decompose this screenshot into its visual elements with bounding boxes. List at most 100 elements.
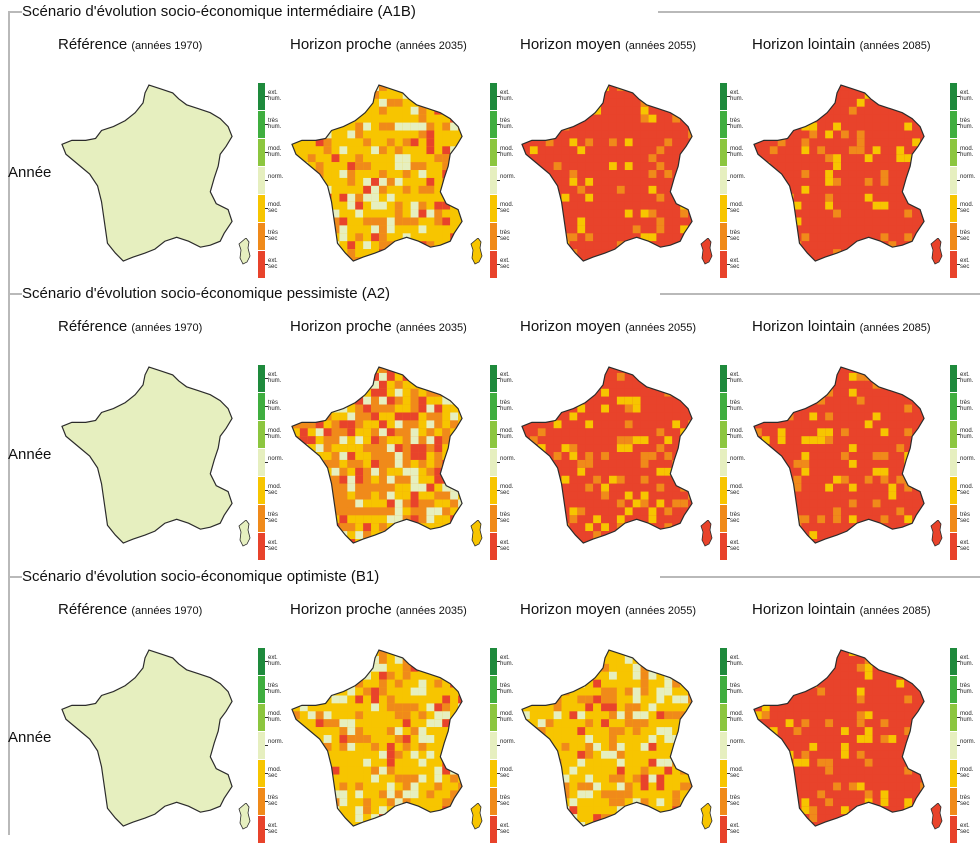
- map-cell: [840, 750, 849, 759]
- map-cell: [856, 436, 865, 445]
- france-outline: [753, 366, 925, 544]
- map-cell: [593, 523, 602, 532]
- map-cell: [825, 459, 834, 468]
- map-cell: [801, 790, 810, 799]
- map-cell: [410, 106, 419, 115]
- map-cell: [331, 774, 340, 783]
- map-cell: [323, 650, 332, 656]
- map-cell: [664, 162, 673, 171]
- legend-cell-6: [490, 815, 497, 843]
- legend-tick: [957, 773, 960, 774]
- legend-label: ext. sec: [268, 540, 278, 552]
- map-cell: [371, 459, 379, 468]
- map-cell: [394, 655, 403, 664]
- map-cell: [529, 404, 538, 413]
- map-cell: [624, 822, 633, 827]
- map-cell: [402, 388, 411, 397]
- map-cell: [688, 90, 693, 99]
- map-cell: [331, 679, 340, 688]
- map-cell: [880, 774, 889, 783]
- map-cell: [434, 428, 443, 437]
- map-cell: [363, 515, 372, 524]
- map-cell: [793, 90, 802, 99]
- map-cell: [801, 727, 810, 736]
- map-cell: [434, 798, 443, 807]
- legend-label: ext. sec: [960, 823, 970, 835]
- map-cell: [608, 499, 617, 508]
- map-cell: [537, 523, 546, 532]
- map-cell: [315, 695, 324, 704]
- map-cell: [331, 798, 340, 807]
- legend-cell-0: [950, 647, 957, 675]
- map-cell: [840, 138, 849, 147]
- map-cell: [920, 106, 925, 115]
- map-cell: [323, 703, 332, 712]
- map-cell: [434, 687, 443, 696]
- map-cell: [825, 774, 834, 783]
- map-cell: [347, 404, 356, 413]
- legend-tick: [957, 378, 960, 379]
- map-cell: [809, 217, 818, 226]
- map-cell: [825, 742, 834, 751]
- map-cell: [577, 201, 586, 210]
- map-cell: [331, 241, 340, 250]
- map-cell: [601, 782, 609, 791]
- map-cell: [442, 249, 451, 258]
- map-cell: [785, 217, 794, 226]
- map-cell: [458, 655, 463, 664]
- map-cell: [777, 798, 786, 807]
- map-cell: [347, 687, 356, 696]
- map-cell: [793, 106, 802, 115]
- legend-cell-0: [258, 647, 265, 675]
- map-cell: [920, 185, 925, 194]
- map-cell: [585, 162, 594, 171]
- map-cell: [394, 162, 403, 171]
- legend-cell-2: [720, 703, 727, 731]
- map-cell: [817, 703, 826, 712]
- map-cell: [769, 114, 778, 123]
- map-cell: [880, 201, 889, 210]
- map-cell: [434, 742, 443, 751]
- map-cell: [593, 396, 602, 405]
- map-cell: [434, 162, 443, 171]
- map-cell: [553, 154, 562, 163]
- map-cell: [458, 90, 463, 99]
- map-cell: [608, 459, 617, 468]
- map-cell: [672, 711, 681, 720]
- map-cell: [672, 444, 681, 453]
- map-cell: [793, 766, 802, 775]
- map-cell: [809, 420, 818, 429]
- map-cell: [426, 428, 435, 437]
- map-cell: [833, 499, 841, 508]
- map-cell: [426, 491, 435, 500]
- map-cell: [680, 388, 689, 397]
- map-cell: [363, 679, 372, 688]
- map-cell: [307, 98, 316, 107]
- map-cell: [355, 671, 364, 680]
- map-cell: [307, 114, 316, 123]
- map-cell: [553, 241, 562, 250]
- map-cell: [753, 774, 762, 783]
- map-cell: [640, 727, 649, 736]
- map-cell: [601, 388, 609, 397]
- map-cell: [785, 396, 794, 405]
- legend-label: ext. hum.: [268, 90, 282, 102]
- legend-tick: [727, 378, 730, 379]
- map-cell: [793, 396, 802, 405]
- map-cell: [521, 491, 530, 500]
- map-cell: [888, 671, 897, 680]
- map-cell: [912, 138, 921, 147]
- map-cell: [888, 758, 897, 767]
- map-cell: [856, 798, 865, 807]
- map-cell: [299, 499, 308, 508]
- map-cell: [864, 671, 873, 680]
- map-cell: [553, 372, 562, 381]
- map-cell: [793, 380, 802, 389]
- map-cell: [864, 193, 873, 202]
- map-cell: [904, 774, 913, 783]
- map-cell: [585, 217, 594, 226]
- legend-cell-4: [950, 759, 957, 787]
- map-cell: [418, 515, 427, 524]
- map-cell: [394, 663, 403, 672]
- map-cell: [833, 130, 841, 139]
